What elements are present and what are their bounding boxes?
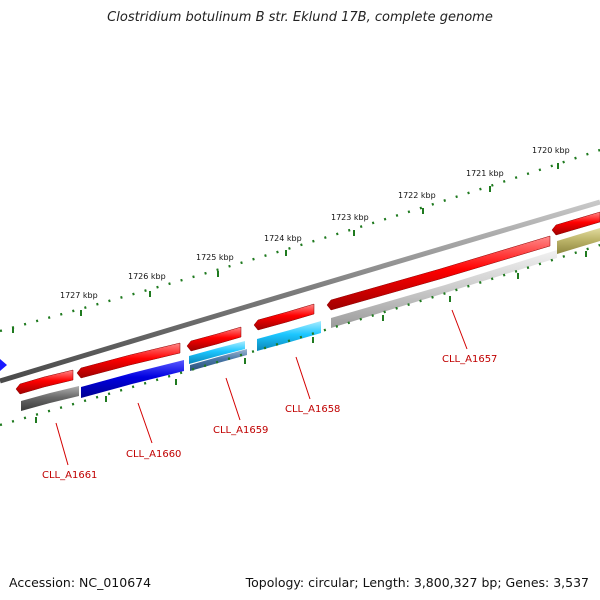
gene-label: CLL_A1661 <box>42 470 97 481</box>
kbp-label-group: 1720 kbp 1721 kbp 1722 kbp 1723 kbp 1724… <box>60 146 570 300</box>
kbp-label: 1725 kbp <box>196 253 234 262</box>
outer-major-ticks <box>12 163 559 333</box>
gene-forward-1656 <box>551 211 600 236</box>
gene-forward-1658 <box>253 303 315 331</box>
gene-forward-1660 <box>76 342 181 379</box>
gene-label: CLL_A1658 <box>285 404 340 415</box>
feature-bar-1657 <box>331 250 557 328</box>
inner-scale-arc <box>0 243 600 427</box>
feature-bar-1658 <box>257 321 321 351</box>
gene-label: CLL_A1659 <box>213 425 268 436</box>
forward-strand-genes <box>15 211 600 395</box>
kbp-label: 1721 kbp <box>466 169 504 178</box>
gene-forward-1657 <box>326 235 551 311</box>
kbp-label: 1726 kbp <box>128 272 166 281</box>
gene-forward-1659 <box>186 326 242 352</box>
accession-text: Accession: NC_010674 <box>9 575 152 590</box>
leader-lines <box>55 309 468 466</box>
kbp-label: 1720 kbp <box>532 146 570 155</box>
gene-label: CLL_A1657 <box>442 354 497 365</box>
kbp-label: 1722 kbp <box>398 191 436 200</box>
gene-label-group: CLL_A1657 CLL_A1658 CLL_A1659 CLL_A1660 … <box>42 354 497 481</box>
inner-feature-bars <box>21 228 600 411</box>
genome-backbone <box>0 199 600 384</box>
feature-bar-1660 <box>81 360 184 398</box>
feature-bar-1659-top <box>189 341 245 364</box>
genome-title: Clostridium botulinum B str. Eklund 17B,… <box>107 10 493 25</box>
inner-major-ticks <box>35 251 587 423</box>
outer-scale-arc <box>0 148 600 333</box>
kbp-label: 1723 kbp <box>331 213 369 222</box>
genome-summary-text: Topology: circular; Length: 3,800,327 bp… <box>245 575 589 590</box>
feature-bar-1656 <box>557 228 600 254</box>
kbp-label: 1727 kbp <box>60 291 98 300</box>
gene-forward-1661 <box>15 369 74 395</box>
gene-label: CLL_A1660 <box>126 449 181 460</box>
kbp-label: 1724 kbp <box>264 234 302 243</box>
feature-bar-1661 <box>21 386 79 411</box>
partial-gene-arrow <box>0 359 7 371</box>
